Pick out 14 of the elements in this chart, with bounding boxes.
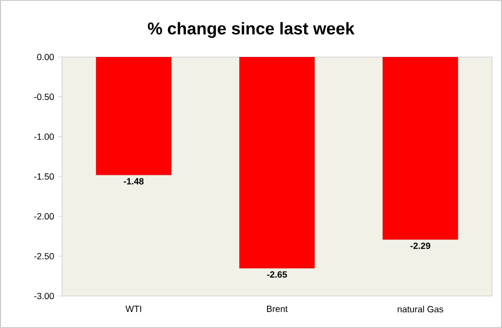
data-label: -2.29	[410, 242, 430, 249]
data-label: -2.65	[267, 271, 287, 278]
x-tick-label: WTI	[126, 306, 142, 312]
chart-title: % change since last week	[148, 22, 355, 38]
y-tick-label: 0.00	[37, 54, 54, 60]
x-tick-label: Brent	[267, 306, 288, 312]
y-tick-label: -1.00	[34, 133, 54, 140]
y-tick-label: -1.50	[34, 173, 54, 180]
data-label: -1.48	[124, 178, 144, 184]
y-tick-label: -3.00	[34, 292, 54, 300]
y-tick-label: -0.50	[34, 94, 54, 100]
x-tick-label: natural Gas	[398, 306, 444, 312]
y-tick-label: -2.50	[34, 252, 54, 260]
y-tick-label: -2.00	[34, 213, 54, 220]
